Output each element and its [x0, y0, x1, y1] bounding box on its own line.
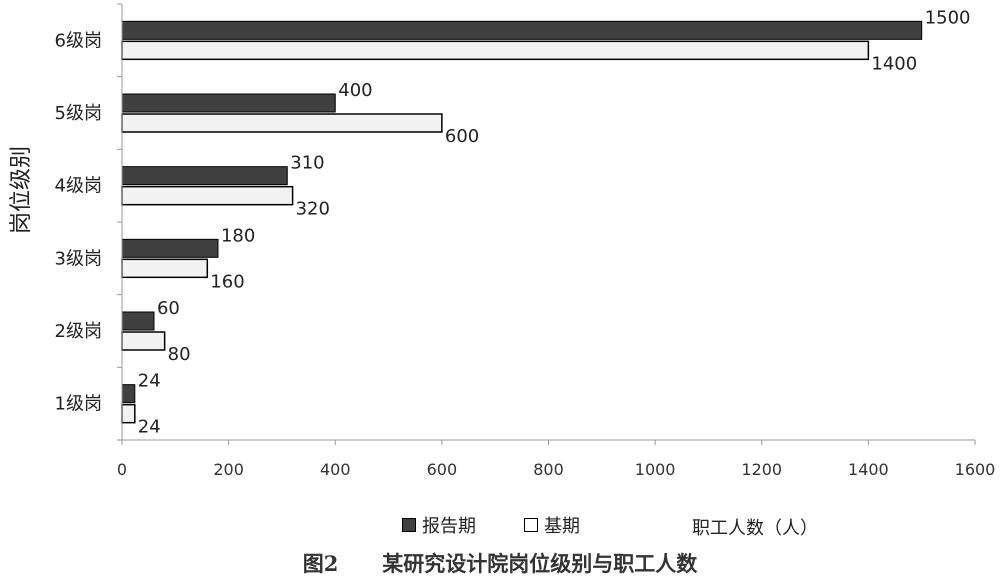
data-label-base: 80 [168, 344, 191, 365]
data-label-base: 160 [210, 271, 244, 292]
bar-base [121, 331, 166, 351]
y-axis-title: 岗位级别 [9, 146, 34, 234]
legend-item-report: 报告期 [402, 512, 476, 538]
x-tick-label: 400 [320, 460, 351, 479]
legend-label-report: 报告期 [422, 516, 476, 537]
x-axis-title: 职工人数（人） [692, 518, 818, 539]
x-tick-label: 1000 [635, 460, 676, 479]
bar-report [121, 166, 288, 186]
data-label-base: 1400 [871, 53, 917, 74]
bar-report [121, 311, 155, 331]
bar-report [121, 93, 336, 113]
bar-base [121, 113, 443, 133]
data-label-base: 24 [138, 417, 161, 438]
bar-base [121, 403, 136, 424]
data-label-base: 600 [445, 126, 479, 147]
x-tick-label: 1600 [955, 460, 996, 479]
category-label: 4级岗 [55, 176, 102, 197]
bar-report [121, 384, 136, 404]
x-tick-label: 1400 [848, 460, 889, 479]
legend-label-base: 基期 [544, 516, 580, 537]
data-label-report: 400 [338, 80, 372, 101]
caption-text: 某研究设计院岗位级别与职工人数 [382, 551, 698, 576]
figure-caption: 图2 某研究设计院岗位级别与职工人数 [0, 548, 1000, 578]
bar-chart: 0 200 400 600 800 1000 1200 1400 1600 1级岗 24 24 2级岗… [9, 3, 996, 479]
data-label-report: 310 [290, 153, 324, 174]
x-tick-label: 600 [427, 460, 458, 479]
legend-swatch-base [524, 518, 538, 532]
bar-report [121, 238, 219, 258]
data-label-report: 60 [157, 298, 180, 319]
x-tick-label: 0 [117, 460, 127, 479]
category-label: 2级岗 [55, 321, 102, 342]
data-label-base: 320 [296, 199, 330, 220]
x-tick-label: 200 [213, 460, 244, 479]
category-label: 3级岗 [55, 248, 102, 269]
caption-number: 图2 [302, 551, 339, 576]
bar-base [121, 185, 294, 206]
data-label-report: 180 [221, 225, 255, 246]
data-label-report: 1500 [925, 7, 971, 28]
category-label: 5级岗 [55, 103, 102, 124]
legend-swatch-report [402, 518, 416, 532]
bar-base [121, 40, 870, 61]
bar-report [121, 20, 923, 40]
x-tick-label: 800 [533, 460, 564, 479]
bar-base [121, 258, 209, 279]
data-label-report: 24 [138, 371, 161, 392]
legend-item-base: 基期 [524, 512, 580, 538]
category-label: 6级岗 [55, 30, 102, 51]
x-tick-label: 1200 [741, 460, 782, 479]
category-label: 1级岗 [55, 394, 102, 415]
